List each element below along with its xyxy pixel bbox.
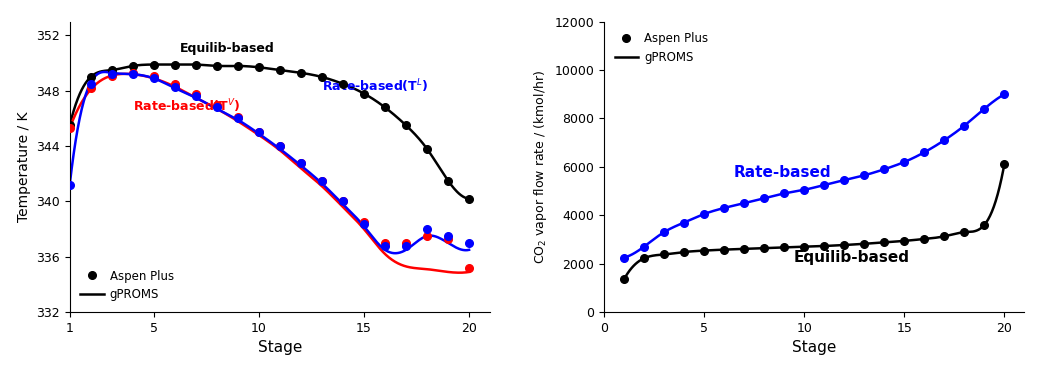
Text: Equilib-based: Equilib-based (180, 42, 275, 55)
Text: Rate-based: Rate-based (734, 164, 832, 180)
Text: Equilib-based: Equilib-based (794, 250, 910, 266)
Y-axis label: CO$_2$ vapor flow rate / (kmol/hr): CO$_2$ vapor flow rate / (kmol/hr) (532, 70, 549, 264)
Text: Rate-based(T$^V$): Rate-based(T$^V$) (133, 97, 240, 115)
Text: Rate-based(T$^L$): Rate-based(T$^L$) (322, 77, 428, 94)
X-axis label: Stage: Stage (258, 340, 302, 355)
Legend: Aspen Plus, gPROMS: Aspen Plus, gPROMS (610, 28, 713, 69)
Legend: Aspen Plus, gPROMS: Aspen Plus, gPROMS (76, 265, 179, 306)
X-axis label: Stage: Stage (792, 340, 836, 355)
Y-axis label: Temperature / K: Temperature / K (17, 112, 30, 222)
